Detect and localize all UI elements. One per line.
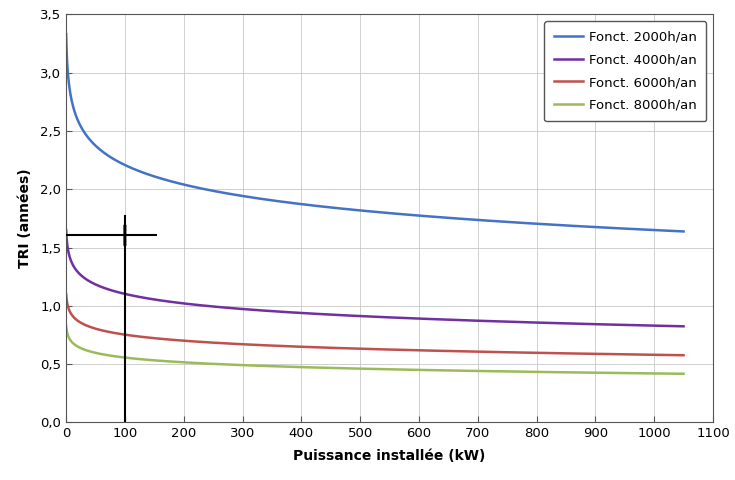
Fonct. 6000h/an — [62, 291, 71, 297]
Fonct. 6000h/an — [132, 333, 141, 339]
Legend: Fonct. 2000h/an, Fonct. 4000h/an, Fonct. 6000h/an, Fonct. 8000h/an: Fonct. 2000h/an, Fonct. 4000h/an, Fonct.… — [545, 21, 706, 121]
Fonct. 8000h/an — [326, 365, 334, 371]
Fonct. 6000h/an — [169, 337, 178, 343]
Fonct. 2000h/an — [169, 179, 178, 185]
Line: Fonct. 6000h/an: Fonct. 6000h/an — [66, 294, 684, 355]
Line: Fonct. 2000h/an: Fonct. 2000h/an — [66, 34, 684, 231]
Fonct. 2000h/an — [298, 202, 307, 207]
Fonct. 8000h/an — [600, 370, 609, 376]
Line: Fonct. 4000h/an: Fonct. 4000h/an — [66, 230, 684, 326]
Fonct. 2000h/an — [600, 225, 609, 230]
Fonct. 2000h/an — [667, 228, 675, 234]
Fonct. 4000h/an — [169, 299, 178, 305]
Fonct. 2000h/an — [62, 31, 71, 37]
Fonct. 4000h/an — [326, 312, 334, 317]
Fonct. 2000h/an — [132, 167, 141, 173]
Fonct. 4000h/an — [679, 324, 688, 329]
Fonct. 8000h/an — [667, 371, 675, 376]
Fonct. 6000h/an — [679, 352, 688, 358]
Fonct. 6000h/an — [326, 345, 334, 350]
Fonct. 2000h/an — [326, 204, 334, 210]
Fonct. 4000h/an — [62, 227, 71, 233]
Fonct. 6000h/an — [600, 351, 609, 357]
Y-axis label: TRI (années): TRI (années) — [18, 168, 32, 268]
Fonct. 8000h/an — [62, 323, 71, 328]
Fonct. 4000h/an — [667, 323, 675, 329]
X-axis label: Puissance installée (kW): Puissance installée (kW) — [293, 449, 486, 463]
Fonct. 6000h/an — [667, 352, 675, 358]
Fonct. 2000h/an — [679, 228, 688, 234]
Fonct. 8000h/an — [132, 356, 141, 362]
Fonct. 4000h/an — [132, 293, 141, 299]
Fonct. 4000h/an — [298, 310, 307, 316]
Fonct. 8000h/an — [679, 371, 688, 377]
Fonct. 8000h/an — [169, 359, 178, 365]
Fonct. 8000h/an — [298, 364, 307, 370]
Line: Fonct. 8000h/an: Fonct. 8000h/an — [66, 325, 684, 374]
Fonct. 6000h/an — [298, 344, 307, 350]
Fonct. 4000h/an — [600, 322, 609, 327]
